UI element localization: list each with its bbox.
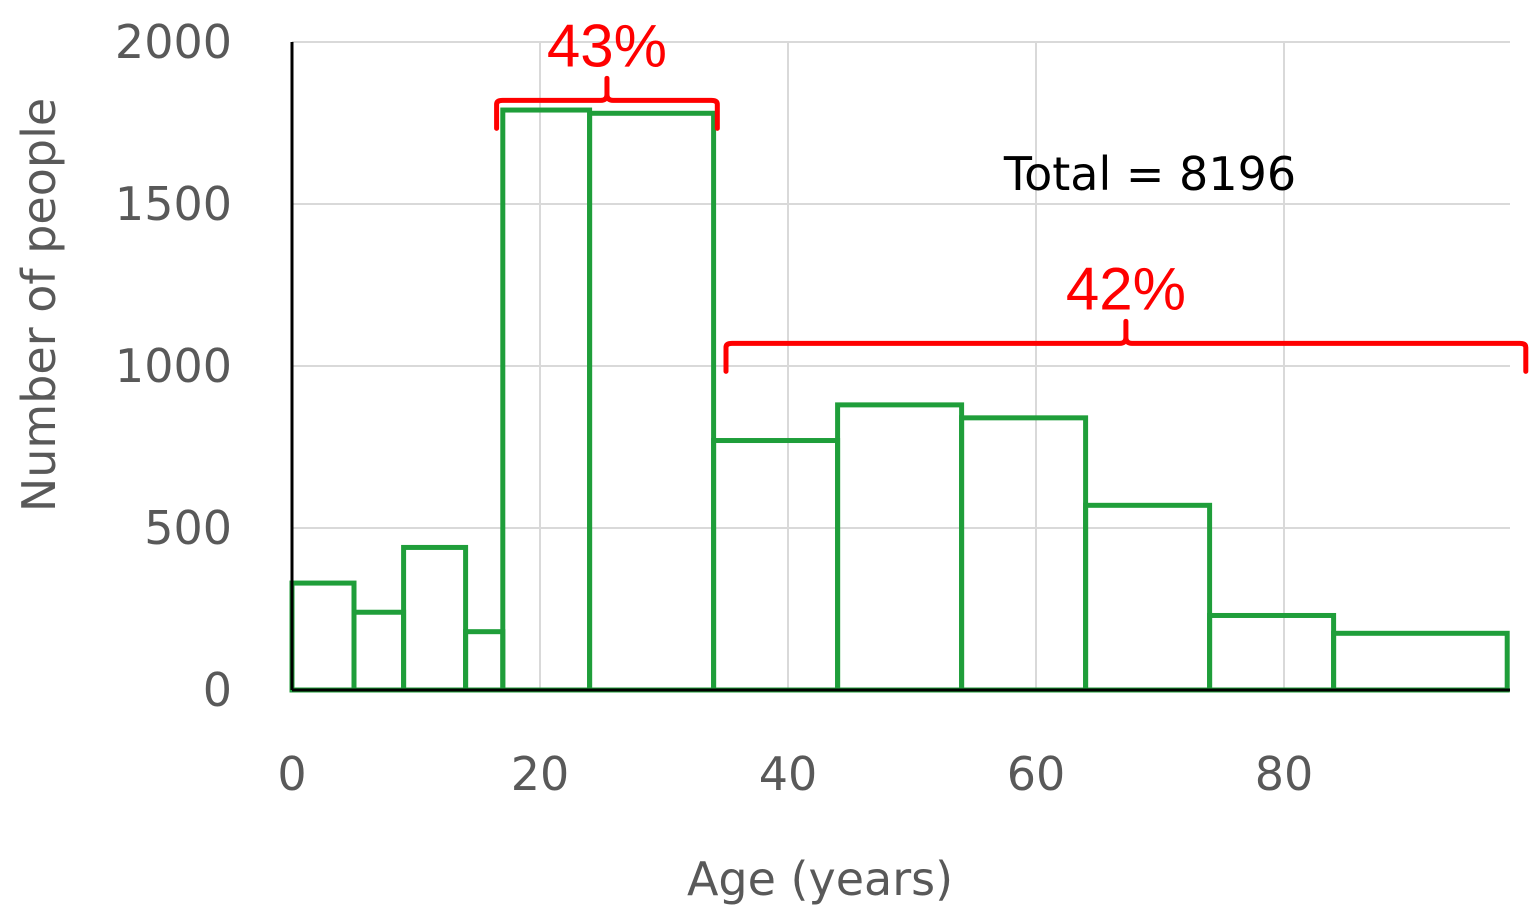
histogram-bar — [1207, 612, 1337, 693]
histogram-bar — [289, 580, 357, 693]
y-axis-title: Number of people — [12, 98, 66, 512]
x-tick-label: 20 — [511, 747, 570, 801]
tick-labels: 0 500 1000 1500 2000 0 20 40 60 80 — [115, 15, 1313, 801]
y-tick-label: 1500 — [115, 177, 232, 231]
histogram-bar — [835, 402, 965, 693]
total-annotation: Total = 8196 — [1003, 147, 1296, 201]
percent-label: 42% — [1066, 255, 1186, 322]
histogram-bar — [351, 609, 407, 693]
histogram-bar — [1083, 502, 1213, 693]
x-tick-label: 80 — [1255, 747, 1314, 801]
y-tick-label: 2000 — [115, 15, 232, 69]
x-tick-label: 0 — [277, 747, 306, 801]
histogram-bar — [401, 544, 469, 693]
x-tick-label: 60 — [1007, 747, 1066, 801]
percent-bracket — [494, 75, 720, 131]
annotations: 43% 42% — [494, 12, 1529, 374]
histogram-bars — [289, 107, 1510, 693]
histogram-bar — [1331, 630, 1510, 693]
histogram-bar — [711, 438, 841, 693]
histogram-bar — [959, 415, 1089, 693]
histogram-bar — [463, 629, 506, 693]
y-tick-label: 1000 — [115, 339, 232, 393]
x-axis-title: Age (years) — [687, 852, 953, 906]
percent-bracket — [723, 318, 1529, 374]
y-tick-label: 500 — [144, 501, 232, 555]
histogram-bar — [587, 110, 717, 693]
axes — [290, 42, 1510, 692]
histogram-bar — [500, 107, 593, 693]
percent-label: 43% — [547, 12, 667, 79]
gridlines — [292, 41, 1510, 690]
x-tick-label: 40 — [759, 747, 818, 801]
y-tick-label: 0 — [203, 663, 232, 717]
